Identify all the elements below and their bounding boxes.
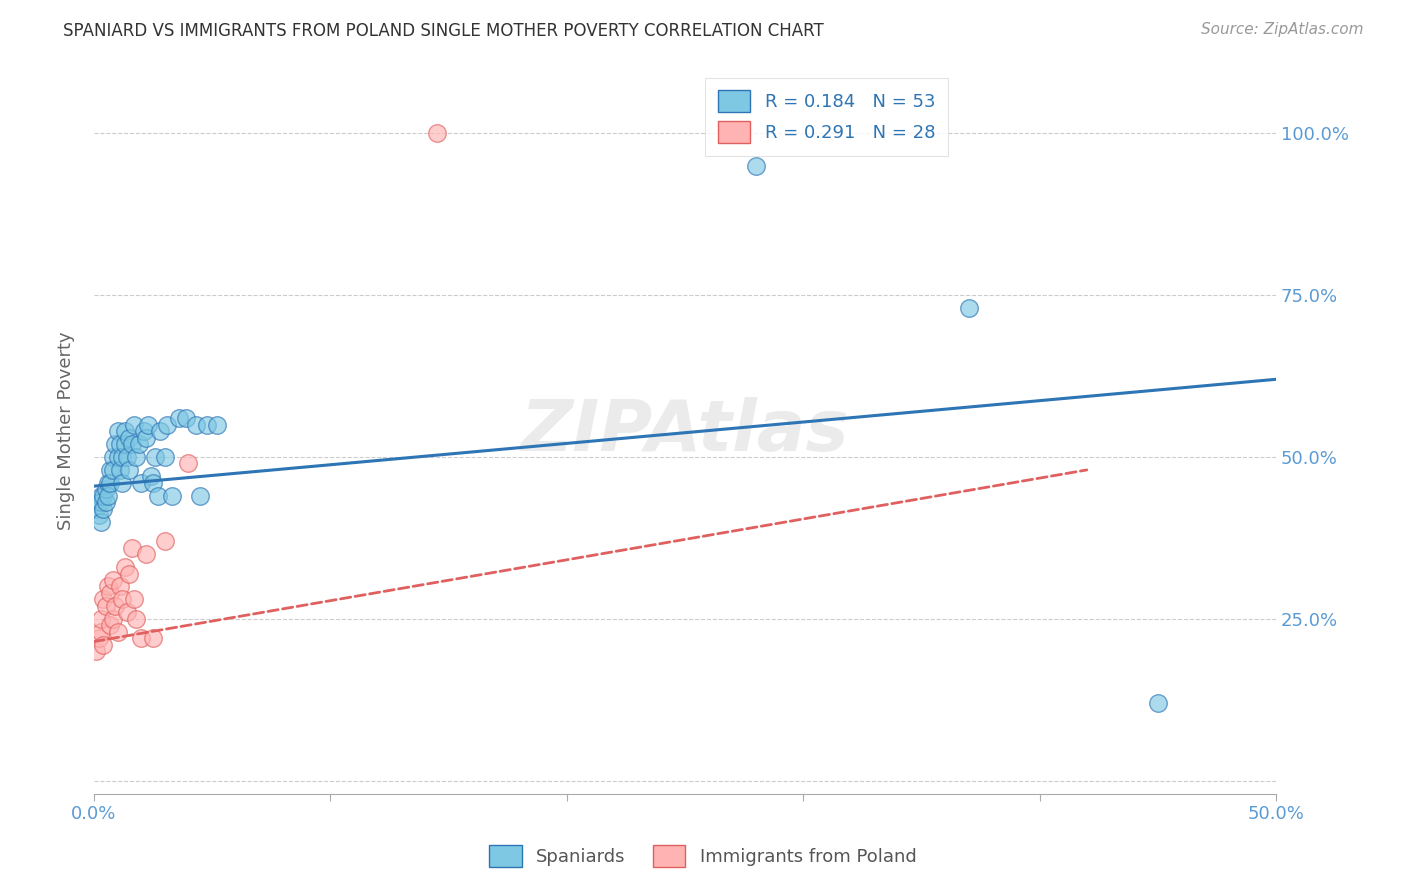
- Point: [129, 632, 152, 646]
- Point: [153, 534, 176, 549]
- Point: [160, 489, 183, 503]
- Point: [1146, 696, 1168, 710]
- Point: [426, 126, 449, 140]
- Point: [115, 606, 138, 620]
- Point: [167, 411, 190, 425]
- Point: [107, 624, 129, 639]
- Point: [93, 501, 115, 516]
- Point: [957, 301, 980, 315]
- Point: [94, 495, 117, 509]
- Point: [132, 424, 155, 438]
- Point: [121, 541, 143, 555]
- Point: [93, 638, 115, 652]
- Point: [135, 547, 157, 561]
- Point: [97, 489, 120, 503]
- Point: [205, 417, 228, 432]
- Point: [97, 579, 120, 593]
- Point: [107, 450, 129, 464]
- Point: [100, 475, 122, 490]
- Point: [94, 483, 117, 497]
- Point: [100, 618, 122, 632]
- Point: [108, 579, 131, 593]
- Point: [122, 417, 145, 432]
- Point: [115, 450, 138, 464]
- Point: [90, 489, 112, 503]
- Point: [93, 592, 115, 607]
- Point: [135, 431, 157, 445]
- Point: [111, 450, 134, 464]
- Legend: R = 0.184   N = 53, R = 0.291   N = 28: R = 0.184 N = 53, R = 0.291 N = 28: [704, 78, 948, 156]
- Point: [174, 411, 197, 425]
- Point: [94, 599, 117, 613]
- Point: [93, 489, 115, 503]
- Point: [142, 475, 165, 490]
- Point: [122, 592, 145, 607]
- Point: [114, 437, 136, 451]
- Point: [107, 424, 129, 438]
- Point: [153, 450, 176, 464]
- Point: [149, 424, 172, 438]
- Point: [125, 450, 148, 464]
- Point: [104, 437, 127, 451]
- Point: [101, 612, 124, 626]
- Point: [197, 417, 219, 432]
- Text: ZIPAtlas: ZIPAtlas: [520, 397, 849, 466]
- Point: [118, 431, 141, 445]
- Point: [129, 475, 152, 490]
- Point: [108, 463, 131, 477]
- Point: [128, 437, 150, 451]
- Point: [188, 489, 211, 503]
- Point: [118, 463, 141, 477]
- Point: [139, 469, 162, 483]
- Point: [145, 450, 167, 464]
- Legend: Spaniards, Immigrants from Poland: Spaniards, Immigrants from Poland: [482, 838, 924, 874]
- Point: [108, 437, 131, 451]
- Point: [101, 463, 124, 477]
- Point: [84, 644, 107, 658]
- Point: [156, 417, 179, 432]
- Point: [745, 159, 768, 173]
- Point: [118, 566, 141, 581]
- Point: [90, 515, 112, 529]
- Point: [84, 501, 107, 516]
- Point: [114, 424, 136, 438]
- Text: Source: ZipAtlas.com: Source: ZipAtlas.com: [1201, 22, 1364, 37]
- Point: [100, 463, 122, 477]
- Point: [136, 417, 159, 432]
- Point: [97, 475, 120, 490]
- Point: [111, 475, 134, 490]
- Point: [90, 624, 112, 639]
- Point: [90, 495, 112, 509]
- Point: [87, 632, 110, 646]
- Y-axis label: Single Mother Poverty: Single Mother Poverty: [58, 332, 75, 531]
- Point: [142, 632, 165, 646]
- Point: [146, 489, 169, 503]
- Point: [111, 592, 134, 607]
- Point: [114, 560, 136, 574]
- Point: [104, 599, 127, 613]
- Text: SPANIARD VS IMMIGRANTS FROM POLAND SINGLE MOTHER POVERTY CORRELATION CHART: SPANIARD VS IMMIGRANTS FROM POLAND SINGL…: [63, 22, 824, 40]
- Point: [177, 457, 200, 471]
- Point: [87, 495, 110, 509]
- Point: [87, 508, 110, 523]
- Point: [101, 573, 124, 587]
- Point: [184, 417, 207, 432]
- Point: [90, 612, 112, 626]
- Point: [121, 437, 143, 451]
- Point: [101, 450, 124, 464]
- Point: [100, 586, 122, 600]
- Point: [125, 612, 148, 626]
